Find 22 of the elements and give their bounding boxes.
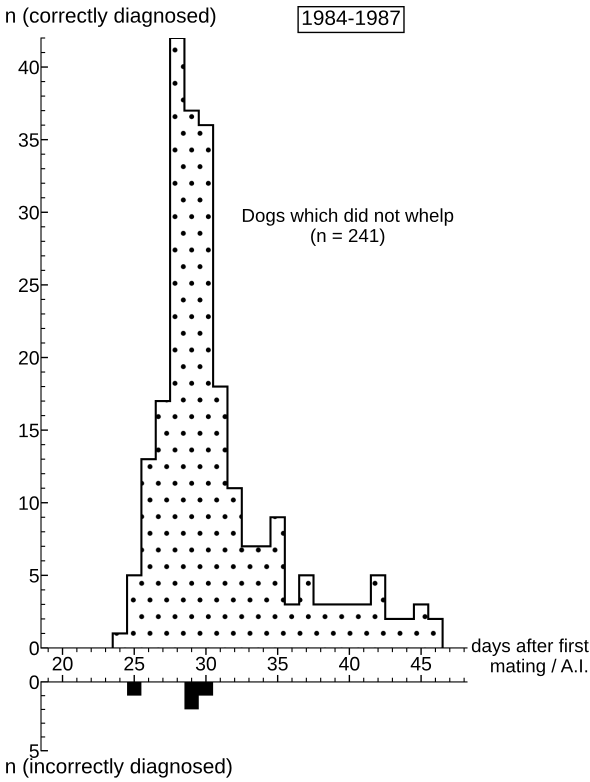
x-tick-label: 35 — [268, 656, 288, 671]
y-tick-label: 25 — [18, 278, 39, 292]
y-axis-title: n (correctly diagnosed) — [6, 7, 216, 27]
y-tick-label: 10 — [19, 496, 39, 510]
y-tick-label: 5 — [30, 744, 39, 758]
y-tick-label: 35 — [18, 133, 39, 147]
x-tick-label: 40 — [339, 656, 360, 671]
y-tick-label: 15 — [19, 424, 39, 438]
y-tick-label: 0 — [30, 641, 39, 656]
y-tick-label: 0 — [30, 675, 39, 690]
y-tick-label: 30 — [18, 206, 39, 220]
y-tick-label: 20 — [18, 350, 39, 365]
x-tick-label: 45 — [410, 657, 432, 671]
x-tick-label: 30 — [196, 656, 216, 671]
y-axis-title: n (incorrectly diagnosed) — [6, 758, 232, 778]
y-tick-label: 5 — [30, 569, 39, 583]
y-tick-label: 40 — [18, 60, 39, 74]
x-tick-label: 25 — [124, 656, 144, 671]
x-tick-label: 20 — [52, 656, 73, 671]
chart-title: 1984-1987 — [302, 10, 400, 26]
x-axis-title: days after first mating / A.I. — [472, 638, 589, 676]
annotation: Dogs which did not whelp (n = 241) — [242, 208, 454, 246]
